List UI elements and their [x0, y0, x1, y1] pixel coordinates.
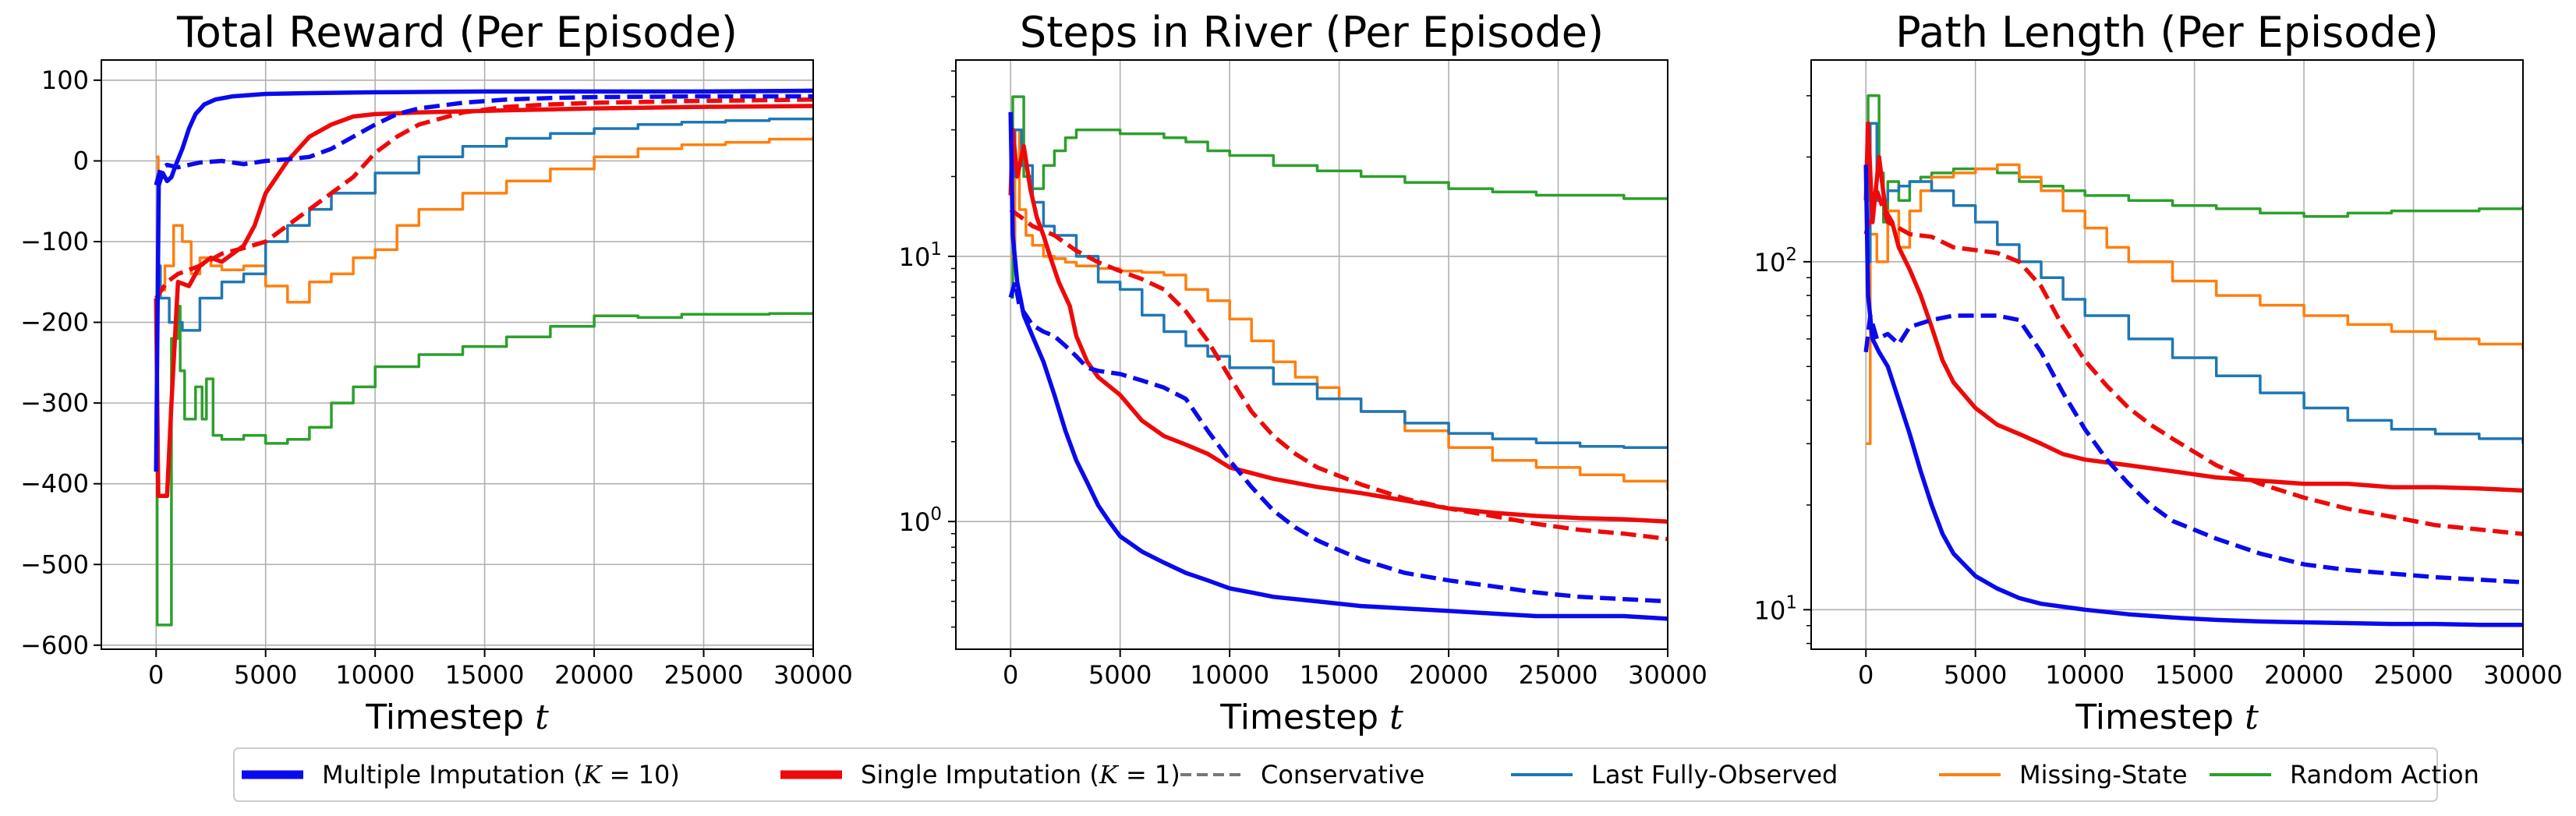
y-tick-label: −300 [20, 388, 89, 418]
x-axis-label: Timestep t [365, 698, 549, 737]
chart-panel-2: 0 5000 10000 15000 20000 25000 30000 100 101 Step… [899, 8, 1707, 737]
axes-frame [101, 59, 814, 650]
axes-frame [955, 59, 1668, 650]
x-tick-label: 0 [1858, 660, 1874, 690]
legend-entry-mi: Multiple Imputation (K = 10) [242, 760, 680, 790]
x-tick-label: 20000 [554, 660, 634, 690]
axes-frame [1810, 59, 2524, 650]
legend-label: Random Action [2290, 760, 2479, 790]
x-tick-label: 10000 [335, 660, 415, 690]
series-group [1008, 95, 1668, 621]
x-tick-label: 5000 [234, 660, 297, 690]
series-line-mi-cons [154, 94, 813, 186]
x-tick-label: 15000 [1300, 660, 1379, 690]
legend-entry-si: Single Imputation (K = 1) [780, 760, 1180, 790]
y-tick-label: −200 [20, 308, 89, 337]
series-line-si [1863, 121, 2523, 493]
y-tick-label: 101 [1754, 592, 1797, 625]
series-line-si-cons [1863, 188, 2523, 536]
chart-title: Steps in River (Per Episode) [1020, 8, 1604, 57]
legend-label: Multiple Imputation (K = 10) [322, 760, 680, 790]
series-group [154, 88, 813, 627]
y-tick-label: −400 [20, 469, 89, 499]
x-tick-label: 0 [1003, 660, 1018, 690]
x-tick-label: 10000 [2045, 660, 2125, 690]
series-line-lfo [1866, 122, 2523, 444]
y-tick-label: −600 [20, 631, 89, 660]
chart-panel-1: 0 5000 10000 15000 20000 25000 30000 −600 −500 −4… [20, 8, 853, 737]
x-tick-label: 5000 [1944, 660, 2007, 690]
series-line-si-cons [154, 97, 813, 300]
series-line-ra [155, 305, 813, 627]
legend-entry-cons: Conservative [1180, 760, 1424, 790]
x-tick-label: 20000 [2264, 660, 2344, 690]
x-axis-label: Timestep t [1219, 698, 1403, 737]
series-line-ra [1010, 95, 1668, 299]
legend-label: Conservative [1261, 760, 1424, 790]
series-line-mi-cons [1008, 280, 1668, 604]
x-tick-label: 15000 [445, 660, 525, 690]
series-line-lfo [1010, 128, 1668, 450]
x-tick-label: 30000 [2483, 660, 2563, 690]
y-tick-label: 102 [1754, 245, 1797, 277]
legend-entry-lfo: Last Fully-Observed [1511, 760, 1838, 790]
series-line-ms [156, 136, 813, 304]
x-tick-label: 20000 [1409, 660, 1488, 690]
x-tick-label: 5000 [1088, 660, 1152, 690]
series-line-si-cons [1009, 207, 1668, 542]
series-line-mi [1863, 164, 2523, 627]
chart-title: Total Reward (Per Episode) [176, 8, 738, 57]
x-tick-label: 15000 [2155, 660, 2235, 690]
legend-box [233, 747, 2438, 802]
x-tick-label: 30000 [773, 660, 853, 690]
series-line-mi [1008, 111, 1668, 621]
y-tick-label: 101 [899, 239, 942, 272]
series-line-mi [154, 88, 813, 472]
x-axis-label: Timestep t [2075, 698, 2259, 737]
gridlines [956, 60, 1668, 649]
x-tick-label: 25000 [2374, 660, 2454, 690]
y-tick-label: 100 [899, 504, 942, 537]
y-tick-label: 0 [73, 146, 89, 175]
series-group [1863, 94, 2523, 627]
legend-entry-ra: Random Action [2210, 760, 2479, 790]
legend-label: Last Fully-Observed [1591, 760, 1838, 790]
gridlines [101, 60, 814, 649]
legend: Multiple Imputation (K = 10) Single Imput… [233, 747, 2479, 802]
gridlines [1811, 60, 2524, 649]
y-tick-label: 100 [41, 65, 89, 95]
x-tick-label: 10000 [1190, 660, 1269, 690]
series-line-lfo [156, 117, 813, 332]
series-line-ms [1010, 128, 1668, 490]
series-line-mi-cons [1863, 313, 2523, 585]
chart-panel-3: 0 5000 10000 15000 20000 25000 30000 101 102 Path… [1754, 8, 2563, 737]
legend-entry-ms: Missing-State [1939, 760, 2188, 790]
y-tick-label: −100 [20, 227, 89, 256]
x-tick-label: 30000 [1628, 660, 1707, 690]
y-tick-label: −500 [20, 549, 89, 579]
series-line-ms [1866, 163, 2523, 446]
x-tick-label: 25000 [664, 660, 744, 690]
series-line-si [154, 104, 813, 498]
series-line-si [1008, 127, 1668, 524]
x-tick-label: 25000 [1519, 660, 1598, 690]
x-tick-label: 0 [148, 660, 164, 690]
legend-label: Missing-State [2019, 760, 2188, 790]
chart-title: Path Length (Per Episode) [1895, 8, 2439, 57]
legend-label: Single Imputation (K = 1) [861, 760, 1180, 790]
